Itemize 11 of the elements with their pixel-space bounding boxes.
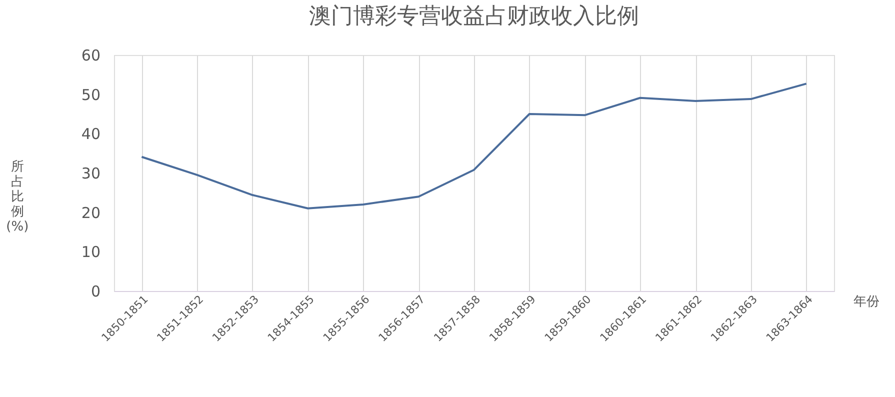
y-tick-label: 30 [81, 164, 100, 182]
y-tick-label: 60 [81, 46, 100, 64]
y-tick-label: 20 [81, 204, 100, 222]
line-series [140, 82, 808, 210]
chart-title: 澳门博彩专营收益占财政收入比例 [309, 4, 639, 29]
y-tick-label: 10 [81, 243, 100, 262]
y-axis-title: 所占比例(%) [6, 160, 29, 234]
y-tick-label: 40 [81, 125, 100, 144]
y-tick-label: 0 [90, 282, 100, 300]
x-axis-title: 年份 [854, 294, 880, 310]
y-tick-label: 50 [81, 86, 100, 104]
